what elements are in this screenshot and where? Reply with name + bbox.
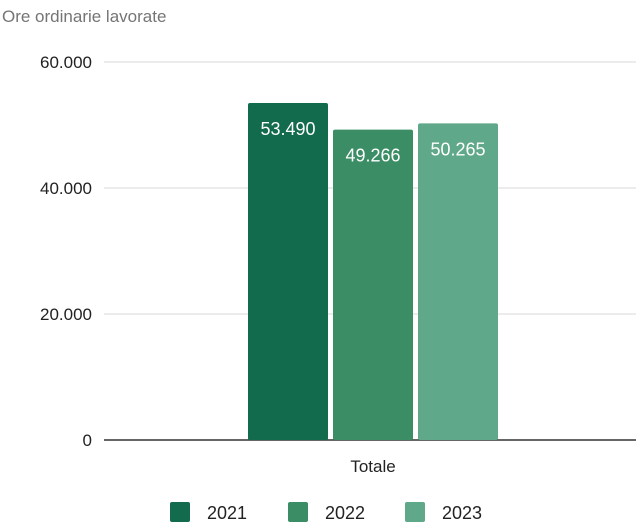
x-axis-categories: Totale xyxy=(350,457,395,476)
legend-swatch-2021 xyxy=(170,502,190,522)
y-tick-label: 0 xyxy=(83,431,92,450)
chart-title: Ore ordinarie lavorate xyxy=(2,7,166,26)
legend-label-2023: 2023 xyxy=(442,503,482,523)
legend-swatch-2023 xyxy=(405,502,425,522)
y-tick-label: 60.000 xyxy=(40,53,92,72)
legend-swatch-2022 xyxy=(288,502,308,522)
legend: 2021 2022 2023 xyxy=(170,502,482,523)
data-label-2022: 49.266 xyxy=(345,146,400,166)
y-tick-label: 20.000 xyxy=(40,305,92,324)
y-axis-ticks: 0 20.000 40.000 60.000 xyxy=(40,53,92,450)
data-labels: 53.490 49.266 50.265 xyxy=(260,119,485,166)
bars xyxy=(248,103,498,440)
legend-label-2022: 2022 xyxy=(325,503,365,523)
bar-2021 xyxy=(248,103,328,440)
legend-label-2021: 2021 xyxy=(207,503,247,523)
y-tick-label: 40.000 xyxy=(40,179,92,198)
data-label-2023: 50.265 xyxy=(430,139,485,159)
x-category-label: Totale xyxy=(350,457,395,476)
bar-2022 xyxy=(333,129,413,440)
data-label-2021: 53.490 xyxy=(260,119,315,139)
bar-2023 xyxy=(418,123,498,440)
